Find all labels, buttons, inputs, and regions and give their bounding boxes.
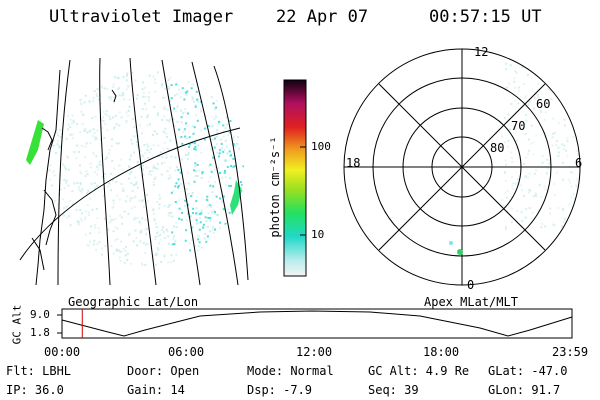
- info-mode: Mode: Normal: [247, 364, 334, 378]
- longitude-line: [191, 61, 239, 286]
- orbit-xtick: 12:00: [296, 345, 333, 359]
- instrument-title: Ultraviolet Imager: [49, 7, 234, 27]
- longitude-line: [57, 59, 71, 286]
- longitude-line: [129, 57, 157, 286]
- time-label: 00:57:15 UT: [429, 7, 542, 27]
- coastline: [31, 69, 117, 286]
- latitude-line: [19, 127, 241, 261]
- info-gain: Gain: 14: [127, 383, 185, 397]
- emission-spot: [449, 241, 453, 245]
- info-ip: IP: 36.0: [6, 383, 64, 397]
- date-label: 22 Apr 07: [276, 7, 369, 27]
- orbit-ytick: 9.0: [30, 308, 50, 321]
- orbit-ylabel: GC Alt: [10, 304, 24, 345]
- lat-label-70: 70: [511, 119, 526, 133]
- mlt-label-18: 18: [346, 156, 361, 170]
- longitude-line: [161, 59, 201, 286]
- info-glat: GLat: -47.0: [488, 364, 568, 378]
- colorbar-tick: 10: [311, 228, 325, 241]
- info-glon: GLon: 91.7: [488, 383, 561, 397]
- orbit-ytick: 1.8: [30, 326, 50, 339]
- longitude-line: [99, 57, 111, 286]
- altitude-curve: [61, 310, 573, 337]
- geo-plot-title: Geographic Lat/Lon: [68, 295, 199, 309]
- orbit-xtick: 00:00: [44, 345, 81, 359]
- colorbar: [283, 79, 307, 277]
- info-door: Door: Open: [127, 364, 200, 378]
- lat-label-80: 80: [490, 141, 505, 155]
- mlt-label-0: 0: [467, 278, 475, 292]
- orbit-xtick: 18:00: [423, 345, 460, 359]
- info-seq: Seq: 39: [368, 383, 419, 397]
- info-gc-alt: GC Alt: 4.9 Re: [368, 364, 470, 378]
- colorbar-tick: 100: [311, 140, 331, 153]
- info-filter: Flt: LBHL: [6, 364, 72, 378]
- uv-emission-speckle: [48, 71, 244, 266]
- polar-plot-title: Apex MLat/MLT: [424, 295, 518, 309]
- orbit-xtick: 06:00: [168, 345, 205, 359]
- lat-label-60: 60: [536, 97, 551, 111]
- emission-spot: [457, 249, 463, 255]
- emission-patch: [26, 120, 44, 165]
- mlt-label-6: 6: [575, 156, 583, 170]
- orbit-xtick: 23:59: [552, 345, 589, 359]
- longitude-line: [213, 65, 249, 281]
- mlt-label-12: 12: [474, 45, 489, 59]
- info-dsp: Dsp: -7.9: [247, 383, 313, 397]
